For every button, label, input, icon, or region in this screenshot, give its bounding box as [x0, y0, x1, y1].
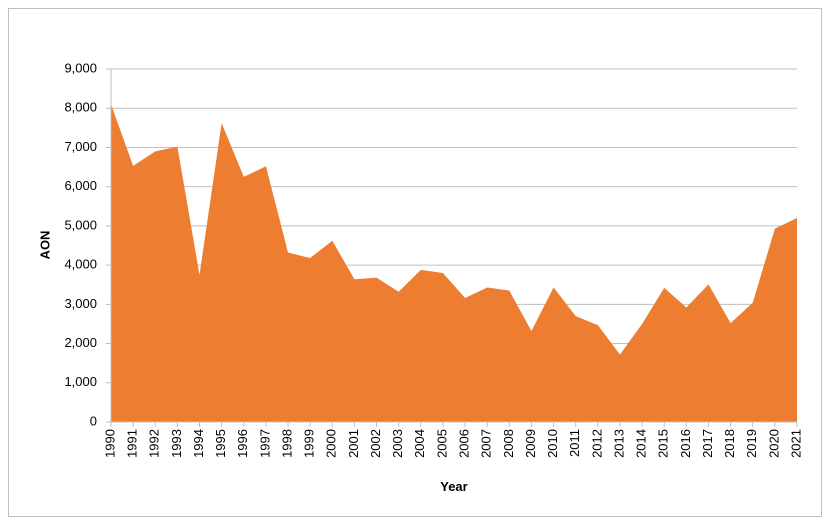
- y-tick-label: 8,000: [64, 100, 97, 115]
- x-tick-label: 1998: [279, 429, 294, 458]
- x-tick-label: 1993: [169, 429, 184, 458]
- x-tick-label: 2002: [368, 429, 383, 458]
- x-tick-label: 1992: [147, 429, 162, 458]
- x-tick-label: 2018: [722, 429, 737, 458]
- x-tick-label: 2013: [611, 429, 626, 458]
- x-tick-label: 2005: [434, 429, 449, 458]
- y-tick-label: 7,000: [64, 139, 97, 154]
- y-axis-title: AON: [37, 231, 52, 260]
- y-tick-label: 6,000: [64, 178, 97, 193]
- x-tick-label: 1990: [102, 429, 117, 458]
- y-tick-label: 2,000: [64, 335, 97, 350]
- x-tick-label: 1994: [191, 429, 206, 458]
- x-tick-label: 2021: [788, 429, 803, 458]
- x-tick-label: 2017: [700, 429, 715, 458]
- x-tick-label: 2009: [523, 429, 538, 458]
- x-tick-label: 2008: [501, 429, 516, 458]
- x-tick-label: 2006: [457, 429, 472, 458]
- y-tick-label: 3,000: [64, 296, 97, 311]
- x-tick-label: 2012: [589, 429, 604, 458]
- x-tick-label: 1991: [125, 429, 140, 458]
- y-tick-label: 5,000: [64, 217, 97, 232]
- area: [111, 104, 797, 423]
- x-tick-label: 1997: [257, 429, 272, 458]
- x-tick-label: 2001: [346, 429, 361, 458]
- x-tick-label: 2003: [390, 429, 405, 458]
- x-tick-label: 2019: [744, 429, 759, 458]
- y-tick-label: 1,000: [64, 374, 97, 389]
- x-tick-label: 2015: [656, 429, 671, 458]
- x-tick-label: 2014: [634, 429, 649, 458]
- x-tick-label: 2010: [545, 429, 560, 458]
- y-tick-label: 4,000: [64, 257, 97, 272]
- y-tick-label: 9,000: [64, 60, 97, 75]
- x-tick-label: 2016: [678, 429, 693, 458]
- y-tick-label: 0: [90, 413, 97, 428]
- x-tick-label: 1999: [302, 429, 317, 458]
- x-tick-label: 2007: [479, 429, 494, 458]
- x-tick-label: 2020: [766, 429, 781, 458]
- x-tick-label: 1996: [235, 429, 250, 458]
- x-tick-label: 1995: [213, 429, 228, 458]
- x-axis-title: Year: [440, 479, 467, 494]
- x-tick-label: 2011: [567, 429, 582, 457]
- x-tick-label: 2004: [412, 429, 427, 458]
- x-tick-label: 2000: [324, 429, 339, 458]
